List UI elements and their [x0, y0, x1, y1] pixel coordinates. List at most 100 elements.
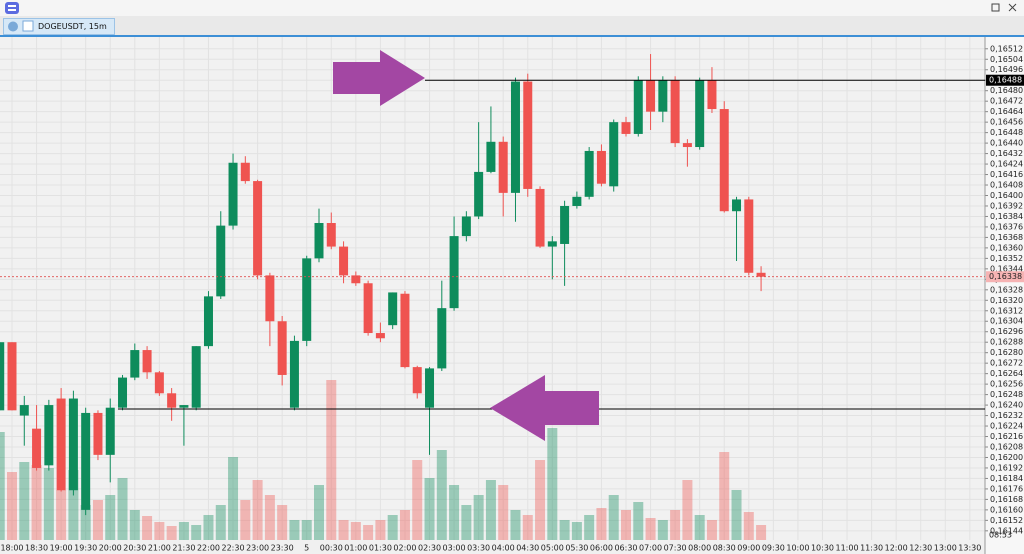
candle-body	[375, 333, 385, 339]
y-tick-label: 0,16288	[990, 338, 1023, 347]
candle-body	[56, 398, 66, 491]
volume-bar	[510, 510, 521, 540]
y-tick-label: 0,16312	[990, 306, 1023, 315]
candle-body	[314, 223, 324, 259]
volume-bar	[633, 502, 644, 540]
candle-body	[351, 275, 361, 284]
volume-bar	[694, 515, 705, 540]
x-tick-label: 02:30	[418, 544, 441, 553]
y-tick-label: 0,16408	[990, 181, 1023, 190]
volume-bar	[498, 485, 509, 540]
price-label: 0,16338	[989, 272, 1022, 281]
y-tick-label: 0,16248	[990, 390, 1023, 399]
y-tick-label: 0,16376	[990, 222, 1023, 231]
y-tick-label: 0,16184	[990, 474, 1023, 483]
volume-bar	[547, 428, 558, 540]
volume-bar	[215, 505, 226, 540]
candle-body	[572, 196, 582, 206]
x-tick-label: 13:00	[934, 544, 957, 553]
x-tick-label: 19:30	[74, 544, 97, 553]
candle-body	[19, 405, 29, 416]
x-tick-label: 03:00	[443, 544, 466, 553]
x-tick-label: 04:00	[492, 544, 515, 553]
volume-bar	[31, 465, 42, 540]
plot-background	[0, 37, 985, 540]
x-tick-label: 06:00	[590, 544, 613, 553]
volume-bar	[682, 480, 693, 540]
x-tick-label: 23:30	[271, 544, 294, 553]
volume-bar	[203, 515, 214, 540]
candle-body	[0, 342, 5, 411]
x-tick-label: 03:30	[467, 544, 490, 553]
x-tick-label: 18:30	[25, 544, 48, 553]
y-tick-label: 0,16480	[990, 86, 1023, 95]
volume-bar	[142, 516, 153, 540]
y-tick-label: 0,16400	[990, 191, 1023, 200]
x-tick-label: 19:00	[50, 544, 73, 553]
volume-bar	[350, 522, 361, 540]
chart-tab[interactable]: DOGEUSDT, 15m	[3, 18, 115, 35]
clock: 08:53	[989, 531, 1012, 540]
y-tick-label: 0,16240	[990, 401, 1023, 410]
x-tick-label: 18:00	[0, 544, 23, 553]
x-tick-label: 01:00	[344, 544, 367, 553]
candle-body	[326, 223, 336, 247]
y-tick-label: 0,16424	[990, 160, 1023, 169]
candle-body	[682, 143, 692, 148]
volume-bar	[80, 505, 91, 540]
volume-bar	[571, 522, 582, 540]
x-tick-label: 12:30	[909, 544, 932, 553]
x-tick-label: 11:30	[860, 544, 883, 553]
volume-bar	[7, 472, 17, 540]
arrow-body	[544, 391, 599, 425]
y-tick-label: 0,16256	[990, 380, 1023, 389]
x-tick-label: 00:30	[320, 544, 343, 553]
volume-bar	[485, 480, 496, 540]
candle-body	[400, 293, 410, 368]
candle-body	[339, 246, 349, 276]
volume-bar	[0, 432, 5, 540]
x-tick-label: 12:00	[885, 544, 908, 553]
x-tick-label: 07:00	[639, 544, 662, 553]
x-tick-label: 05:00	[541, 544, 564, 553]
x-tick-label: 20:30	[123, 544, 146, 553]
candle-body	[596, 150, 606, 184]
volume-bar	[608, 495, 619, 540]
volume-bar	[277, 505, 288, 540]
y-tick-label: 0,16328	[990, 285, 1023, 294]
candle-body	[523, 81, 533, 189]
x-tick-label: 08:30	[713, 544, 736, 553]
volume-bar	[117, 478, 128, 540]
volume-bar	[252, 480, 263, 540]
annotation-arrows	[333, 50, 599, 441]
price-label-box	[986, 271, 1024, 283]
candle-body	[105, 407, 115, 455]
y-tick-label: 0,16432	[990, 149, 1023, 158]
candle-body	[118, 377, 128, 408]
candle-body	[412, 367, 422, 394]
volume-bar	[314, 485, 324, 540]
volume-bar	[338, 520, 349, 540]
candle-body	[240, 162, 250, 182]
volume-bar	[326, 380, 337, 540]
candle-body	[363, 283, 373, 334]
volume-bar	[522, 515, 533, 540]
volume-bar	[363, 525, 374, 540]
candle-body	[547, 241, 557, 247]
tab-icons	[8, 20, 34, 32]
y-tick-label: 0,16192	[990, 463, 1023, 472]
y-tick-label: 0,16360	[990, 243, 1023, 252]
volume-bar	[166, 526, 177, 540]
volume-bar	[584, 515, 595, 540]
candle-body	[707, 80, 717, 110]
y-tick-label: 0,16264	[990, 369, 1023, 378]
candle-body	[449, 236, 459, 309]
candle-body	[203, 296, 213, 347]
window-buttons[interactable]	[990, 1, 1020, 15]
x-tick-label: 10:30	[811, 544, 834, 553]
x-tick-label: 01:30	[369, 544, 392, 553]
volume-bar	[387, 515, 398, 540]
y-tick-label: 0,16464	[990, 107, 1023, 116]
candle-body	[498, 141, 508, 193]
candle-body	[167, 393, 177, 408]
